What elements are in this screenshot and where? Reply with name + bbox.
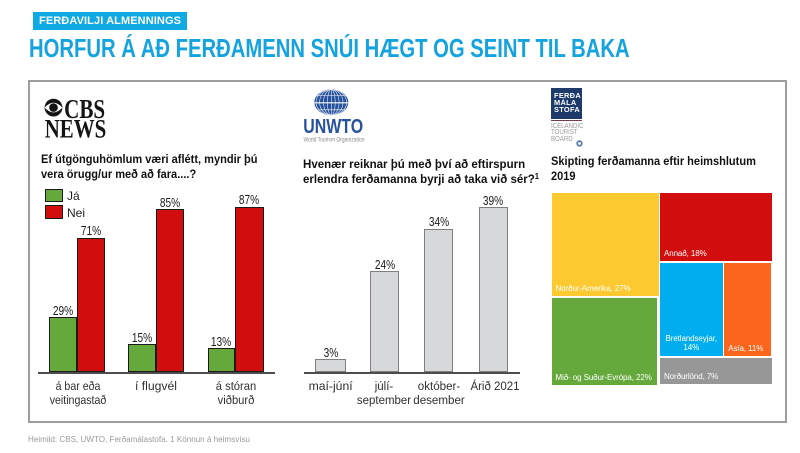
- svg-text:CBS: CBS: [64, 95, 105, 124]
- svg-text:UNWTO: UNWTO: [303, 116, 363, 138]
- svg-text:NEWS: NEWS: [45, 113, 107, 141]
- svg-text:World Tourism Organization: World Tourism Organization: [304, 137, 365, 144]
